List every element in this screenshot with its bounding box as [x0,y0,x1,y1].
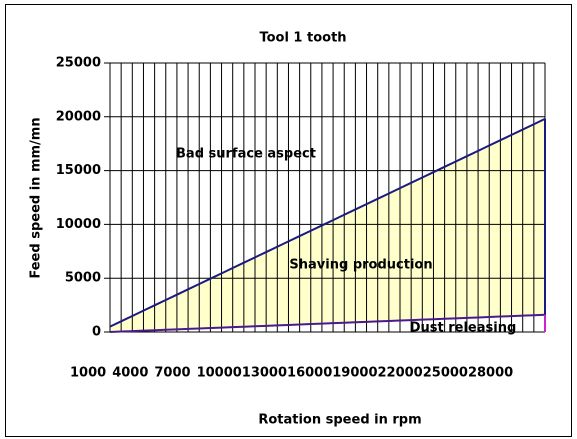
annotation: Bad surface aspect [176,147,316,162]
x-tick-label: 4000 [112,366,148,381]
x-tick-label: 7000 [154,366,190,381]
x-tick-label: 28000 [468,366,513,381]
annotation: Dust releasing [410,321,517,336]
x-tick-label: 10000 [197,366,242,381]
x-tick-label: 22000 [378,366,423,381]
y-tick-label: 5000 [65,271,101,286]
x-tick-label: 1000 [70,366,106,381]
x-tick-label: 19000 [332,366,377,381]
x-tick-label: 16000 [287,366,332,381]
y-tick-label: 25000 [56,56,101,71]
annotation: Shaving production [289,258,432,273]
line [109,313,546,333]
y-tick-label: 20000 [56,109,101,124]
chart-title: Tool 1 tooth [259,31,346,46]
y-tick-label: 15000 [56,163,101,178]
y-axis-title: Feed speed in mm/mn [29,117,44,278]
y-tick-label: 0 [92,325,101,340]
y-tick-label: 10000 [56,217,101,232]
area [110,118,545,333]
x-tick-label: 13000 [242,366,287,381]
x-axis-title: Rotation speed in rpm [258,413,421,428]
line [109,117,546,328]
x-tick-label: 25000 [423,366,468,381]
